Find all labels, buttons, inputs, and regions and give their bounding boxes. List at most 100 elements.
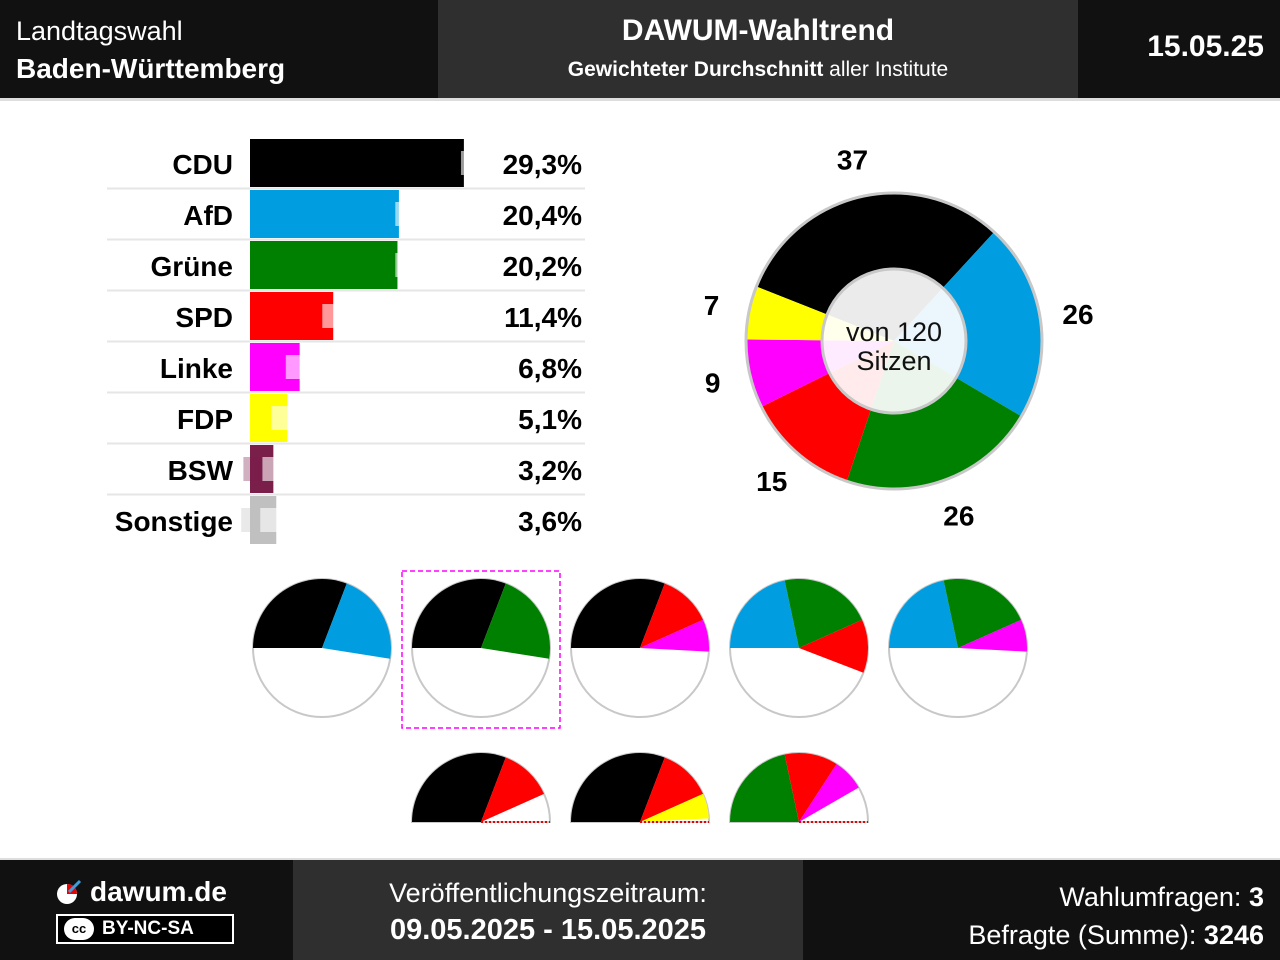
coalition-slice — [640, 583, 704, 648]
seat-label: 26 — [943, 500, 974, 531]
header-date: 15.05.25 — [1147, 30, 1264, 63]
coalition-slice — [729, 754, 799, 822]
footer-bar: dawum.de cc BY-NC-SA Veröffentlichungsze… — [0, 860, 1280, 960]
coalition-slice — [799, 764, 859, 822]
state-name: Baden-Württemberg — [16, 53, 286, 84]
coalition-highlight — [401, 570, 561, 729]
header-bar: Landtagswahl Baden-Württemberg DAWUM-Wah… — [0, 0, 1280, 98]
previous-marker-tail — [376, 202, 396, 226]
coalition-slice — [799, 619, 869, 673]
coalition-slice — [571, 753, 665, 822]
cc-icon: cc — [64, 918, 94, 940]
respondents-stat: Befragte (Summe): 3246 — [968, 916, 1264, 954]
value-label: 20,2% — [503, 251, 582, 282]
coalition-slice — [784, 579, 863, 648]
polls-value: 3 — [1248, 882, 1264, 912]
footer-divider — [0, 858, 1280, 861]
previous-marker-tail — [243, 457, 263, 481]
party-label: SPD — [175, 302, 233, 333]
coalition-slice — [481, 757, 545, 822]
chart-subtitle: Gewichteter Durchschnitt aller Institute — [438, 58, 1078, 82]
chart-title: DAWUM-Wahltrend — [621, 14, 895, 47]
coalition-slice — [481, 583, 550, 659]
coalition-slice — [571, 579, 665, 648]
brand-name: dawum.de — [90, 876, 227, 907]
party-label: Grüne — [151, 251, 233, 282]
value-label: 6,8% — [518, 353, 582, 384]
license-text: BY-NC-SA — [102, 918, 194, 939]
chart-area: CDU 29,3% AfD 20,4% Grüne 20,2% SPD 11,4% Linke 6… — [107, 139, 1094, 823]
coalition-slice — [943, 579, 1022, 648]
coalition-slice — [412, 753, 506, 822]
previous-marker-tail — [252, 406, 272, 430]
donut-outline — [744, 191, 1044, 491]
seat-label: 15 — [756, 466, 787, 497]
respondents-value: 3246 — [1203, 920, 1264, 950]
party-label: CDU — [172, 149, 233, 180]
coalition-slice — [888, 580, 958, 648]
value-label: 11,4% — [504, 302, 582, 333]
coalition-slice — [958, 619, 1027, 652]
previous-marker — [395, 253, 415, 277]
previous-marker-tail — [303, 304, 323, 328]
seat-slice — [756, 192, 995, 341]
bar — [250, 139, 464, 187]
coalition-slice — [412, 579, 506, 648]
period-label: Veröffentlichungszeitraum: — [389, 878, 707, 908]
party-label: Sonstige — [115, 506, 233, 537]
previous-marker — [271, 406, 291, 430]
party-label: BSW — [168, 455, 234, 486]
previous-marker-tail — [441, 151, 461, 175]
license-badge[interactable]: cc BY-NC-SA — [56, 914, 234, 944]
seat-label: 9 — [705, 368, 721, 399]
value-label: 29,3% — [503, 149, 582, 180]
previous-marker — [260, 508, 280, 532]
seat-label: 7 — [704, 290, 720, 321]
subtitle-rest: aller Institute — [829, 58, 949, 81]
seat-label: 26 — [1062, 299, 1093, 330]
value-label: 5,1% — [518, 404, 582, 435]
previous-marker — [395, 202, 415, 226]
previous-marker-tail — [376, 253, 396, 277]
footer-stats: Wahlumfragen: 3 Befragte (Summe): 3246 — [968, 878, 1264, 954]
donut-center — [820, 267, 968, 415]
brand[interactable]: dawum.de — [56, 876, 227, 908]
coalition-slice — [640, 619, 709, 652]
polls-stat: Wahlumfragen: 3 — [968, 878, 1264, 916]
previous-marker — [460, 151, 480, 175]
value-label: 3,6% — [518, 506, 582, 537]
coalition-slice — [640, 757, 704, 822]
header-divider — [0, 98, 1280, 101]
party-label: FDP — [177, 404, 233, 435]
previous-marker — [285, 355, 305, 379]
previous-marker — [262, 457, 282, 481]
party-label: Linke — [160, 353, 233, 384]
party-label: AfD — [183, 200, 233, 231]
previous-marker — [322, 304, 342, 328]
donut-center-label: Sitzen — [856, 346, 931, 376]
polls-label: Wahlumfragen: — [1059, 882, 1242, 912]
footer-brand-block: dawum.de cc BY-NC-SA — [0, 860, 293, 960]
header-title-block: DAWUM-Wahltrend Gewichteter Durchschnitt… — [438, 0, 1078, 98]
seat-label: 37 — [837, 145, 868, 176]
coalition-slice — [729, 580, 799, 648]
dawum-logo-icon — [57, 879, 82, 904]
bar — [250, 190, 399, 238]
election-type: Landtagswahl — [16, 16, 183, 46]
header-election: Landtagswahl Baden-Württemberg — [0, 0, 438, 98]
footer-period-block: Veröffentlichungszeitraum: 09.05.2025 - … — [293, 860, 803, 960]
respondents-label: Befragte (Summe): — [968, 920, 1197, 950]
period-value: 09.05.2025 - 15.05.2025 — [389, 914, 707, 946]
bar — [250, 292, 334, 340]
coalition-slice — [784, 753, 837, 822]
bar — [250, 241, 398, 289]
previous-marker-tail — [266, 355, 286, 379]
previous-marker-tail — [241, 508, 261, 532]
coalition-slice — [640, 793, 709, 822]
coalition-slice — [253, 579, 347, 648]
donut-center-label: von 120 — [846, 317, 942, 347]
seat-slice — [894, 232, 1043, 417]
subtitle-bold: Gewichteter Durchschnitt — [567, 58, 824, 81]
coalition-slice — [322, 583, 391, 659]
value-label: 3,2% — [518, 455, 582, 486]
